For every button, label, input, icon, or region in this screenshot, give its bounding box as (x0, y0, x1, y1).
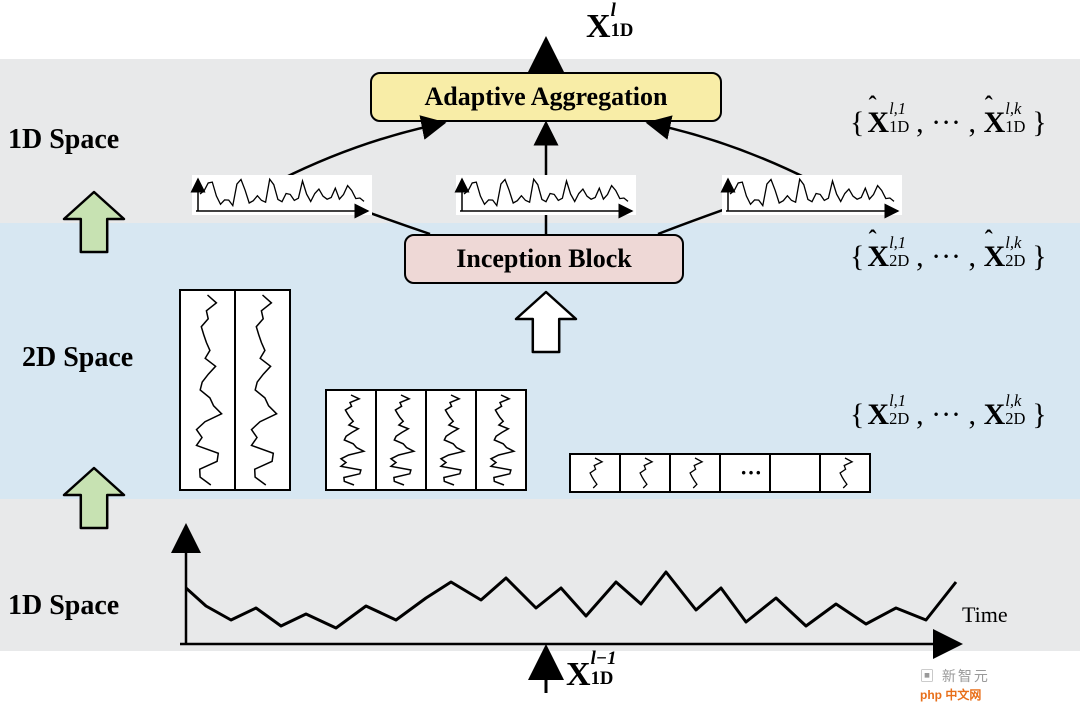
inception-block-label: Inception Block (456, 244, 632, 274)
label-time: Time (962, 602, 1008, 628)
label-1d-top: 1D Space (8, 124, 119, 156)
math-hat-x1d-set: { ˆX l,1 1D , ··· , ˆX l,k 1D } (850, 106, 1047, 140)
label-1d-bot: 1D Space (8, 590, 119, 622)
label-2d-mid: 2D Space (22, 342, 133, 374)
math-output-x1d-l: X l 1D (586, 8, 611, 46)
adaptive-aggregation-block: Adaptive Aggregation (370, 72, 722, 122)
math-hat-x2d-set: { ˆX l,1 2D , ··· , ˆX l,k 2D } (850, 240, 1047, 274)
adaptive-aggregation-label: Adaptive Aggregation (425, 82, 668, 112)
inception-block: Inception Block (404, 234, 684, 284)
math-input-x1d-lm1: X l−1 1D (566, 656, 591, 694)
math-x2d-set: { X l,1 2D , ··· , X l,k 2D } (850, 398, 1047, 432)
watermark: ▣ 新智元php 中文网 (920, 666, 990, 704)
band-bot-1d (0, 499, 1080, 651)
